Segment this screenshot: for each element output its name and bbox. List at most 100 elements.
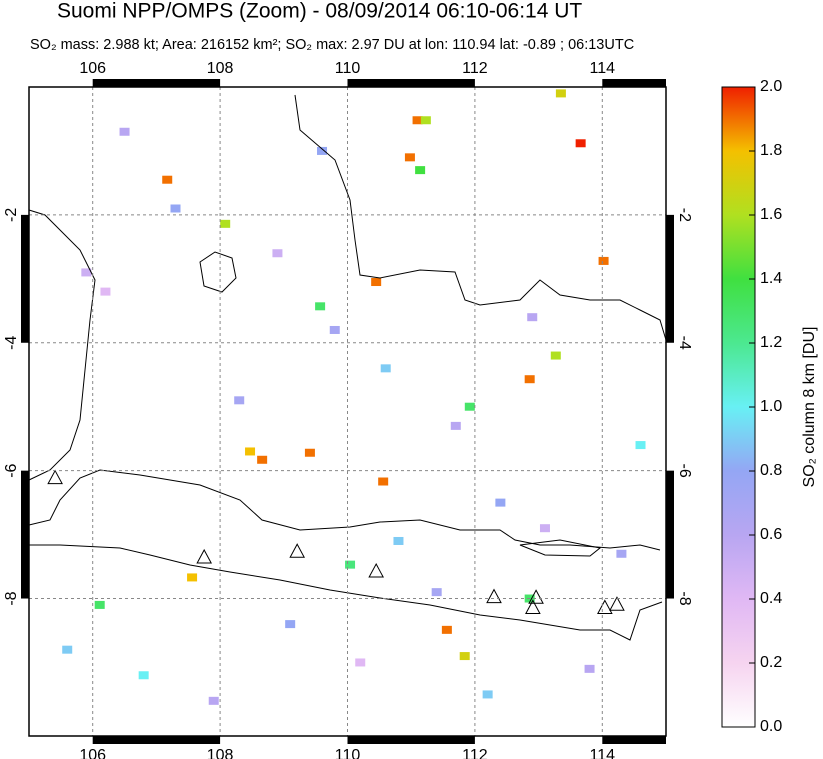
so2-pixel bbox=[420, 116, 431, 125]
so2-pixel bbox=[345, 560, 356, 569]
volcano-marker bbox=[368, 562, 385, 578]
volcano-marker bbox=[289, 543, 306, 558]
so2-pixel bbox=[495, 498, 506, 507]
colorbar-tick-label: 1.2 bbox=[760, 334, 782, 351]
x-tick-label: 114 bbox=[590, 747, 616, 759]
pixel-layer bbox=[62, 89, 646, 705]
coastline-borneo bbox=[294, 94, 667, 341]
so2-pixel bbox=[285, 620, 296, 629]
so2-pixel bbox=[355, 658, 366, 667]
so2-pixel bbox=[220, 219, 231, 228]
colorbar-label: SO₂ column 8 km [DU] bbox=[801, 327, 818, 488]
y-tick-label: -2 bbox=[3, 208, 20, 222]
frame-bar bbox=[92, 736, 221, 744]
y-tick-label: -6 bbox=[676, 464, 693, 478]
x-tick-label: 114 bbox=[590, 60, 616, 77]
colorbar-tick-label: 1.8 bbox=[760, 142, 782, 159]
so2-pixel bbox=[616, 549, 627, 558]
so2-pixel bbox=[539, 524, 550, 533]
so2-pixel bbox=[415, 166, 426, 175]
so2-pixel bbox=[317, 146, 328, 155]
map-frame bbox=[28, 86, 667, 737]
coastline-sumatra bbox=[28, 209, 96, 481]
coastline-madura bbox=[519, 539, 602, 557]
so2-pixel bbox=[575, 139, 586, 148]
volcano-marker bbox=[525, 599, 541, 614]
so2-pixel bbox=[635, 441, 646, 450]
x-tick-label: 112 bbox=[462, 747, 488, 759]
colorbar-tick-label: 2.0 bbox=[760, 78, 782, 95]
so2-pixel bbox=[162, 175, 173, 184]
so2-pixel bbox=[234, 396, 245, 405]
so2-pixel bbox=[412, 116, 423, 125]
frame-bar bbox=[347, 79, 475, 87]
so2-pixel bbox=[329, 325, 340, 334]
volcano-marker bbox=[528, 589, 544, 604]
volcano-marker bbox=[47, 469, 63, 485]
so2-pixel bbox=[598, 256, 609, 265]
coastline-bangka bbox=[199, 251, 237, 293]
so2-pixel bbox=[315, 302, 326, 311]
frame-bar bbox=[666, 214, 674, 343]
so2-pixel bbox=[482, 690, 493, 699]
so2-pixel bbox=[527, 313, 538, 322]
so2-pixel bbox=[441, 625, 452, 634]
so2-pixel bbox=[62, 645, 73, 654]
frame-bar bbox=[347, 736, 475, 744]
y-tick-label: -2 bbox=[676, 208, 693, 222]
frame-bar bbox=[21, 470, 29, 599]
frame-bar bbox=[602, 79, 666, 87]
so2-pixel bbox=[584, 664, 595, 673]
colorbar-tick-label: 0.2 bbox=[760, 654, 782, 671]
coastline-java bbox=[28, 469, 663, 641]
so2-pixel bbox=[187, 573, 198, 582]
y-tick-label: -8 bbox=[676, 591, 693, 605]
y-tick-label: -6 bbox=[3, 463, 20, 477]
so2-pixel bbox=[170, 204, 181, 213]
frame-bar bbox=[666, 470, 674, 599]
y-tick-label: -8 bbox=[3, 591, 20, 605]
colorbar-tick-label: 0.0 bbox=[760, 718, 782, 735]
so2-pixel bbox=[555, 89, 566, 98]
x-tick-label: 110 bbox=[335, 747, 361, 759]
so2-pixel bbox=[138, 671, 149, 680]
so2-pixel bbox=[380, 364, 391, 373]
colorbar-tick-label: 1.4 bbox=[760, 270, 782, 287]
coastlines bbox=[28, 94, 667, 641]
volcano-marker bbox=[486, 588, 502, 604]
frame-bar bbox=[602, 736, 666, 744]
so2-pixel bbox=[450, 421, 461, 430]
frame-bar bbox=[21, 214, 29, 343]
volcano-marker bbox=[196, 548, 213, 564]
colorbar-tick-label: 1.0 bbox=[760, 398, 782, 415]
so2-pixel bbox=[94, 600, 105, 609]
axes-layer: 106 106 108 108 110 110 112 112 114 114 -2 -2 -4 -4 -6… bbox=[3, 60, 693, 759]
so2-pixel bbox=[378, 477, 389, 486]
so2-pixel bbox=[119, 127, 130, 136]
so2-pixel bbox=[304, 448, 315, 457]
volcano-marker bbox=[609, 596, 625, 611]
x-tick-label: 108 bbox=[207, 60, 234, 77]
so2-pixel bbox=[404, 153, 415, 162]
x-tick-label: 112 bbox=[462, 60, 488, 77]
so2-pixel bbox=[272, 249, 283, 258]
so2-pixel bbox=[257, 455, 268, 464]
so2-pixel bbox=[464, 402, 475, 411]
volcano-marker bbox=[597, 599, 613, 614]
colorbar-tick-label: 0.8 bbox=[760, 462, 782, 479]
x-tick-label: 106 bbox=[79, 60, 106, 77]
x-tick-label: 108 bbox=[207, 747, 234, 759]
colorbar-tick-label: 1.6 bbox=[760, 206, 782, 223]
so2-pixel bbox=[371, 278, 382, 287]
so2-pixel bbox=[431, 588, 442, 597]
frame-bar bbox=[92, 79, 221, 87]
colorbar-tick-label: 0.4 bbox=[760, 590, 782, 607]
so2-pixel bbox=[245, 447, 256, 456]
so2-pixel bbox=[100, 287, 111, 296]
so2-pixel bbox=[81, 268, 92, 277]
colorbar-tick-label: 0.6 bbox=[760, 526, 782, 543]
y-tick-label: -4 bbox=[676, 336, 693, 350]
so2-pixel bbox=[459, 652, 470, 661]
y-tick-label: -4 bbox=[3, 336, 20, 350]
